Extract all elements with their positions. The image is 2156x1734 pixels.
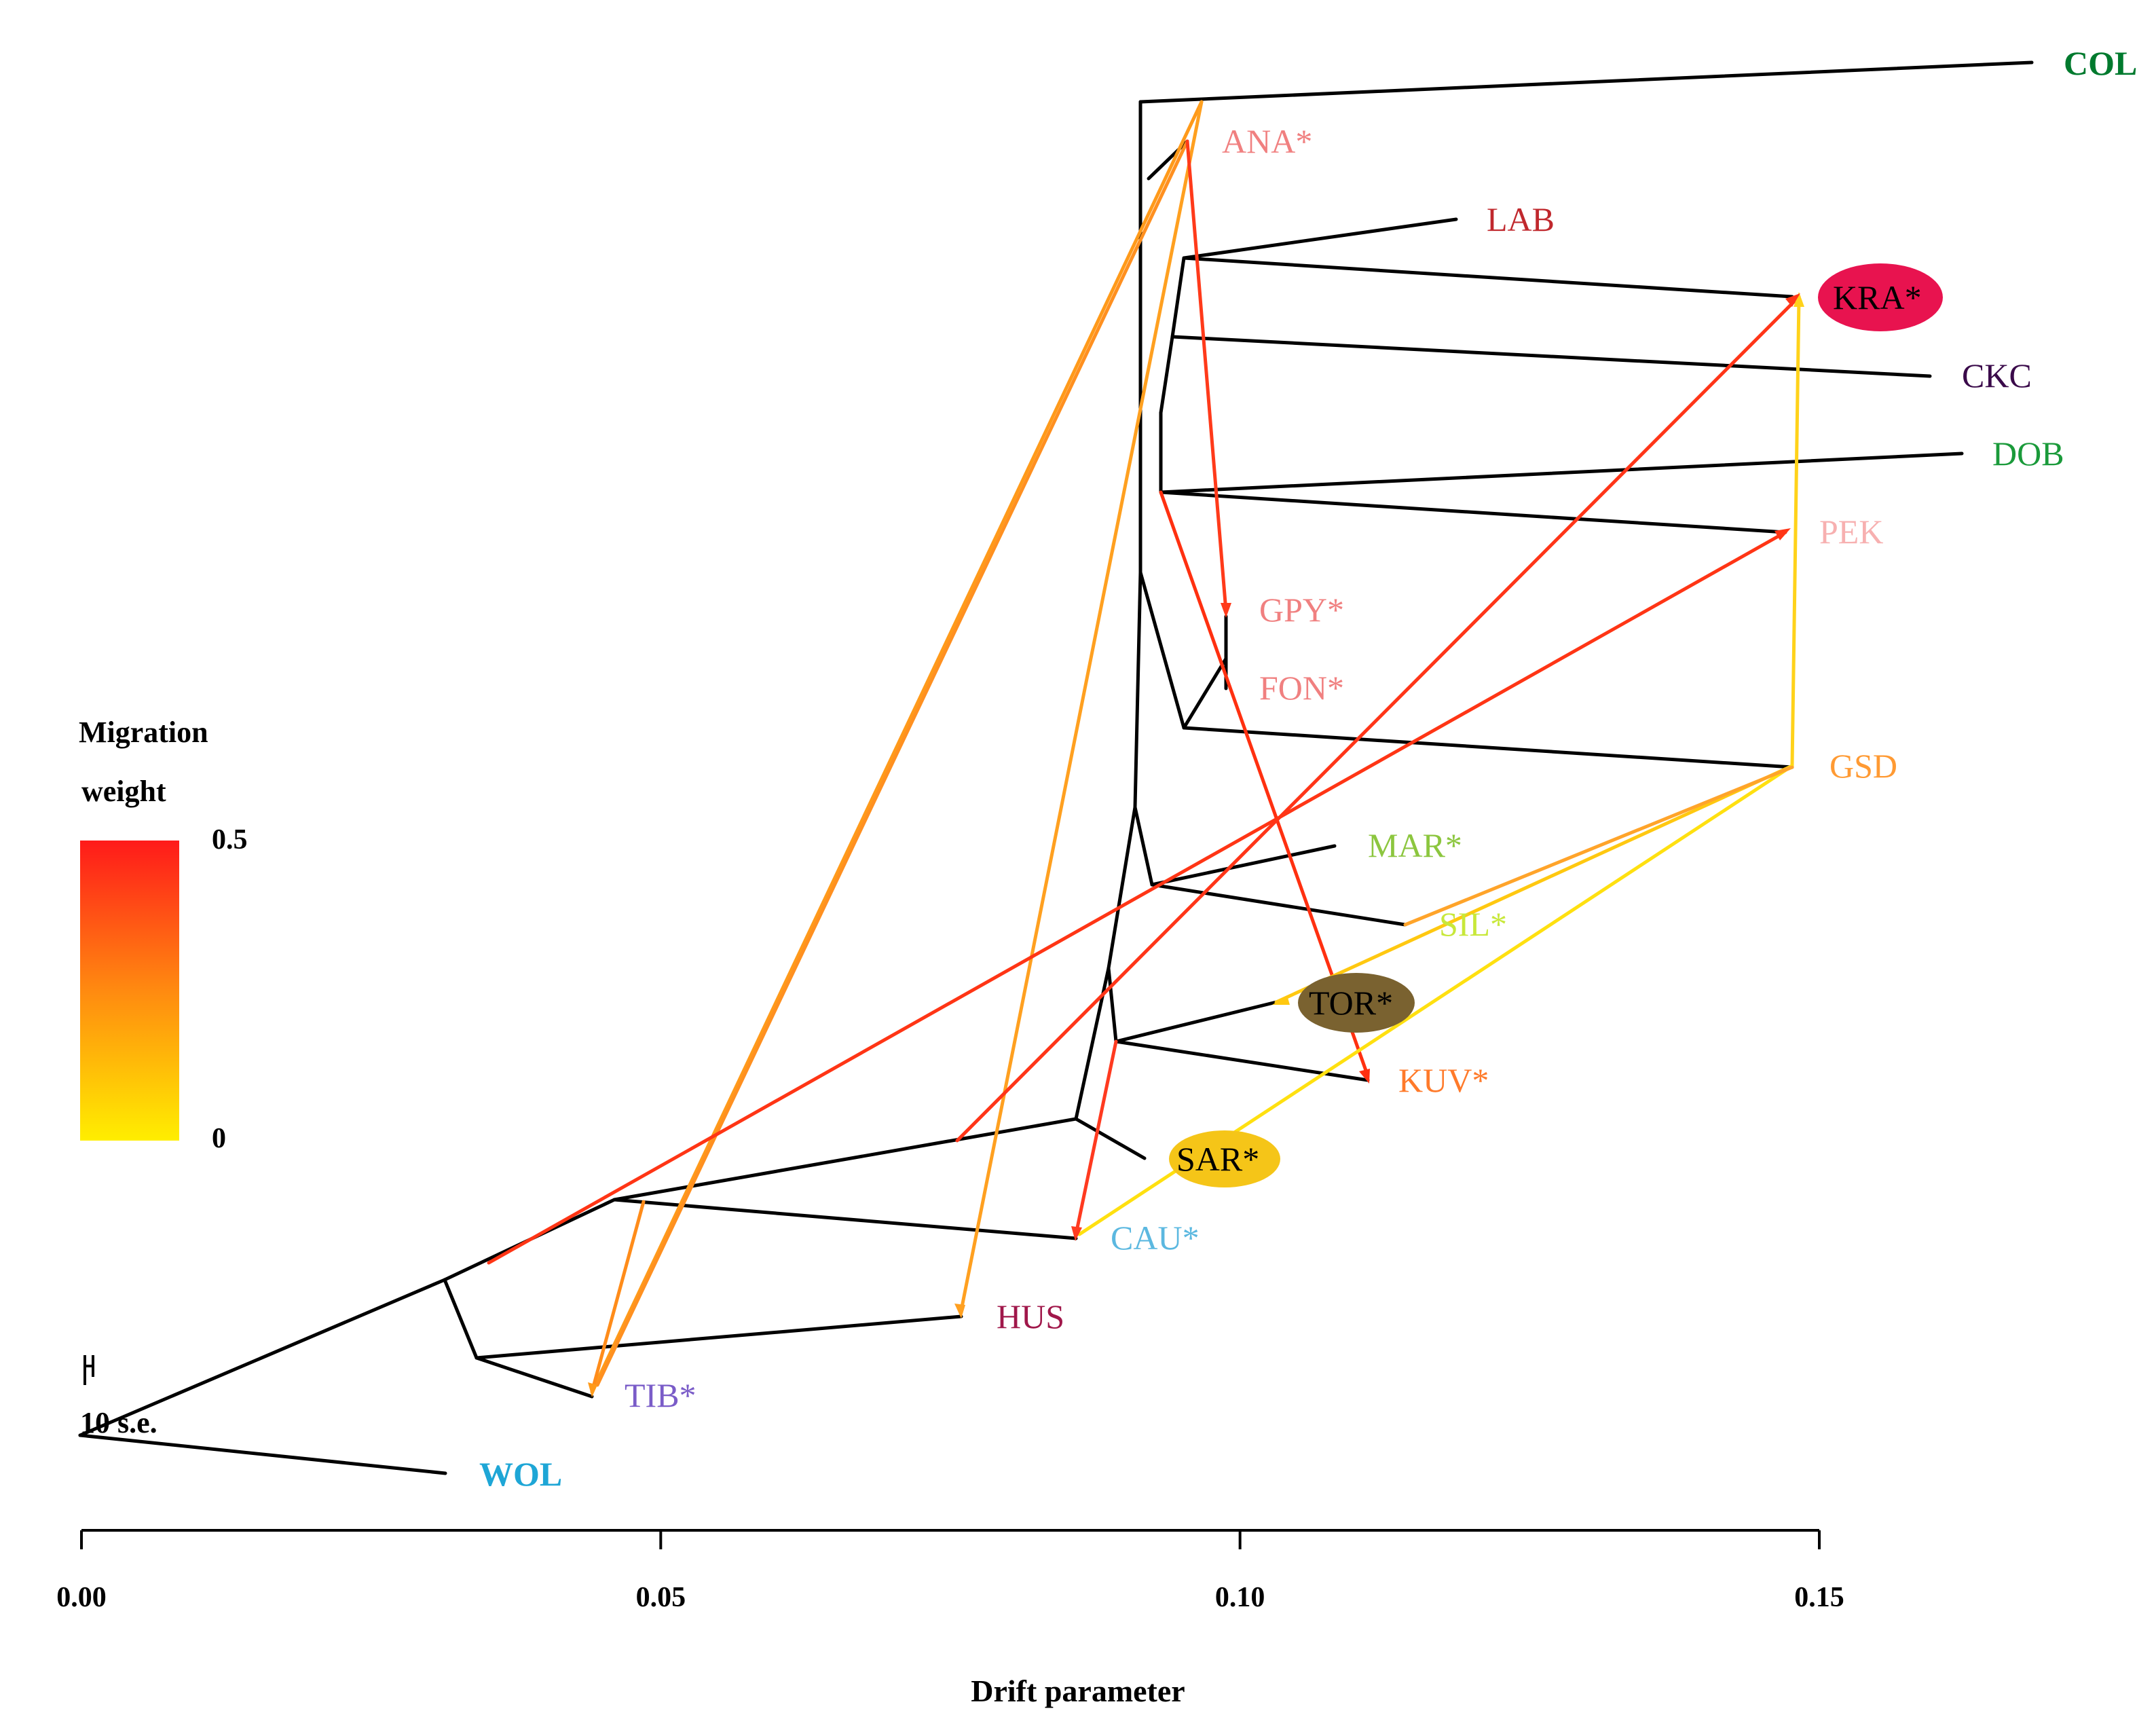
leaf-label-tor: TOR* xyxy=(1309,984,1393,1022)
x-axis-label: Drift parameter xyxy=(971,1674,1185,1708)
branch-main-e xyxy=(1133,570,1142,809)
branch-col xyxy=(1138,60,2034,104)
branch-kuv xyxy=(1114,1039,1370,1082)
leaf-label-lab: LAB xyxy=(1487,200,1555,238)
migration-arrow-ana-tib xyxy=(590,100,1204,1394)
migration-arrow-tor-cau xyxy=(1074,1039,1118,1236)
highlight-sar xyxy=(1169,1130,1280,1187)
scale-bar: 10 s.e. xyxy=(80,1355,157,1439)
branch-tib xyxy=(475,1356,594,1399)
arrowhead-tor xyxy=(1272,995,1290,1005)
migration-arrow-ana-gpy xyxy=(1185,139,1228,613)
arrowhead-kra-red xyxy=(1785,293,1800,307)
branch-sil xyxy=(1150,883,1407,927)
branch-gsd xyxy=(1182,726,1794,769)
legend-max-label: 0.5 xyxy=(212,824,248,855)
migration-arrow-gsd-kra xyxy=(1790,297,1801,768)
legend-min-label: 0 xyxy=(212,1123,226,1154)
leaf-label-wol: WOL xyxy=(479,1455,562,1493)
branch-tor xyxy=(1114,1000,1278,1044)
branch-ckc-node xyxy=(1159,335,1174,415)
leaf-label-gpy: GPY* xyxy=(1259,591,1344,629)
leaf-label-sil: SIL* xyxy=(1439,905,1507,943)
leaf-label-fon: FON* xyxy=(1259,669,1344,707)
arrowhead-cau xyxy=(1071,1226,1082,1241)
branch-wol xyxy=(78,1433,447,1475)
branch-sar xyxy=(1074,1117,1147,1160)
leaf-label-pek: PEK xyxy=(1819,513,1883,551)
branch-mar xyxy=(1150,844,1337,887)
scale-bar-label: 10 s.e. xyxy=(80,1406,157,1439)
x-tick-label-1: 0.05 xyxy=(636,1582,686,1613)
leaf-label-kuv: KUV* xyxy=(1398,1061,1489,1099)
branch-dob xyxy=(1159,451,1964,494)
leaf-label-col: COL xyxy=(2064,44,2137,82)
leaf-label-gsd: GSD xyxy=(1829,747,1897,785)
x-tick-label-2: 0.10 xyxy=(1215,1582,1265,1613)
branch-tor-node xyxy=(1107,966,1118,1044)
legend-color-bar xyxy=(80,841,179,1141)
highlight-tor xyxy=(1298,973,1415,1033)
branch-mar-sil-node xyxy=(1133,805,1154,887)
leaf-label-mar: MAR* xyxy=(1368,826,1462,864)
branch-root-to-inner xyxy=(78,1278,447,1437)
branch-hus xyxy=(475,1314,963,1360)
arrowhead-kra xyxy=(1793,292,1804,307)
arrowhead-tib xyxy=(588,1382,597,1397)
leaf-label-ckc: CKC xyxy=(1962,356,2032,394)
tip-labels: COL ANA* LAB KRA* CKC DOB PEK GPY* FON* … xyxy=(479,44,2137,1493)
legend: Migration weight 0.5 0 xyxy=(79,716,248,1154)
leaf-label-tib: TIB* xyxy=(625,1376,696,1414)
legend-title-line1: Migration xyxy=(79,716,208,749)
leaf-label-cau: CAU* xyxy=(1111,1219,1200,1257)
migration-arrow-hus-kra xyxy=(955,295,1801,1143)
x-tick-label-0: 0.00 xyxy=(56,1582,107,1613)
migration-arrow-gsd-tor xyxy=(1274,764,1794,1004)
x-tick-label-3: 0.15 xyxy=(1794,1582,1844,1613)
x-axis: 0.00 0.05 0.10 0.15 Drift parameter xyxy=(56,1529,1844,1708)
leaf-label-kra: KRA* xyxy=(1833,278,1922,316)
branch-gsd-node xyxy=(1138,570,1186,730)
migration-arrow-sil-gsd xyxy=(1403,765,1794,927)
highlight-kra xyxy=(1818,263,1943,331)
leaf-highlights xyxy=(1169,263,1943,1187)
arrowhead-pek xyxy=(1774,528,1791,540)
branch-tib-node-a xyxy=(443,1278,479,1360)
leaf-label-hus: HUS xyxy=(997,1297,1064,1335)
branch-ckc xyxy=(1170,335,1932,378)
branch-main-b xyxy=(612,1117,1078,1202)
branch-kra-node xyxy=(1170,256,1186,339)
branch-kra xyxy=(1182,256,1794,299)
arrowhead-hus xyxy=(954,1304,965,1318)
migration-arrow-ana-tib-2 xyxy=(595,139,1189,1387)
branch-lab xyxy=(1182,217,1458,260)
arrowhead-gpy xyxy=(1221,603,1231,618)
branch-cau xyxy=(612,1198,1078,1240)
leaf-label-ana: ANA* xyxy=(1222,122,1312,160)
branch-gpy-fon-node xyxy=(1182,657,1228,730)
arrowhead-kuv xyxy=(1359,1069,1370,1084)
migration-arrows xyxy=(487,100,1804,1397)
tree-branches xyxy=(78,60,2034,1475)
migration-arrow-root-pek xyxy=(487,530,1787,1265)
migration-arrow-col-hus xyxy=(959,100,1204,1312)
x-ticks: 0.00 0.05 0.10 0.15 xyxy=(56,1530,1844,1613)
leaf-label-dob: DOB xyxy=(1992,435,2064,473)
legend-title-line2: weight xyxy=(81,775,166,808)
migration-arrow-tib-ana xyxy=(590,1200,646,1394)
leaf-label-sar: SAR* xyxy=(1176,1140,1259,1178)
branch-main-d xyxy=(1107,805,1137,970)
branch-pek xyxy=(1159,490,1787,534)
